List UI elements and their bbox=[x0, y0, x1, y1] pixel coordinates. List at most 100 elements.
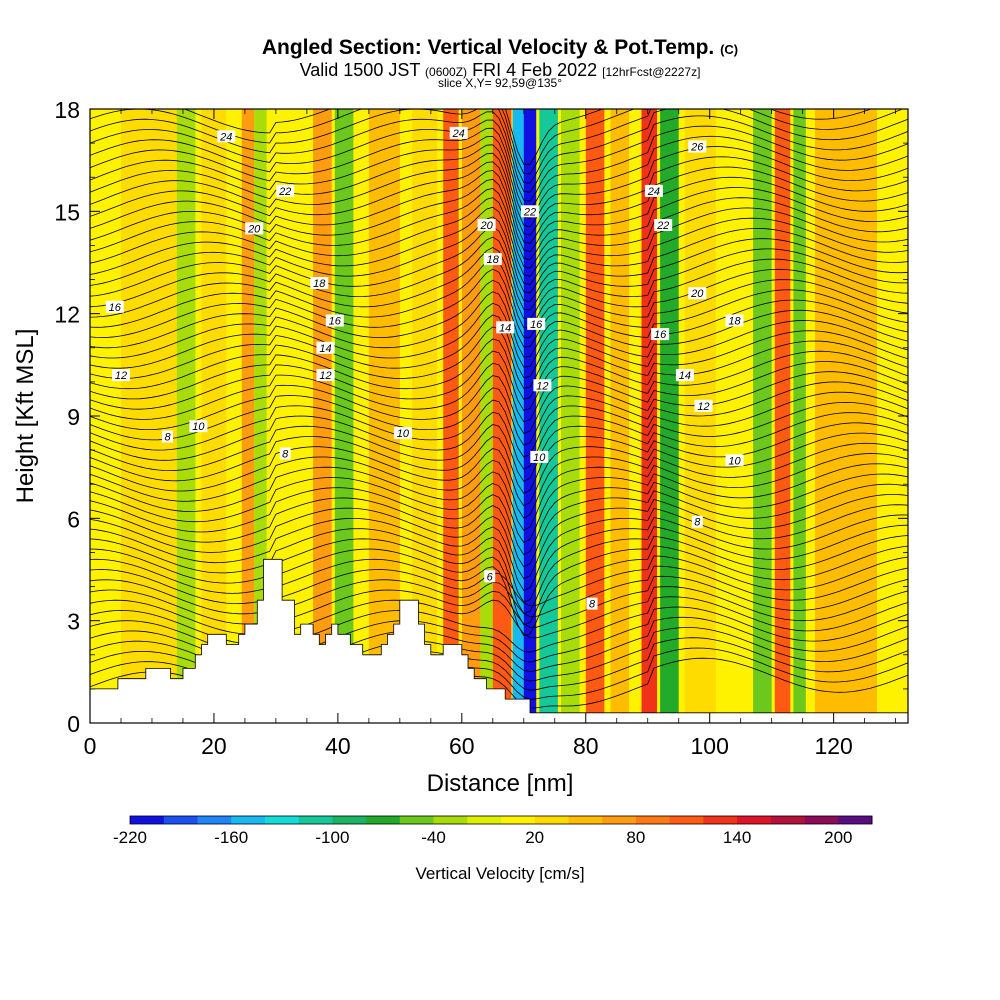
theta-contour-21 bbox=[90, 442, 908, 519]
contour-label-26: 20 bbox=[688, 287, 707, 300]
colorbar-swatch-10 bbox=[467, 816, 502, 824]
theta-contour-22 bbox=[90, 432, 908, 507]
theta-contour-34 bbox=[90, 302, 908, 369]
svg-text:24: 24 bbox=[647, 186, 660, 198]
contour-label-14: 20 bbox=[477, 219, 496, 232]
svg-text:16: 16 bbox=[654, 329, 667, 341]
y-tick-label: 18 bbox=[54, 97, 80, 123]
svg-text:10: 10 bbox=[397, 428, 410, 440]
contour-label-30: 12 bbox=[694, 399, 713, 413]
theta-contour-26 bbox=[90, 391, 908, 458]
y-axis-label: Height [Kft MSL] bbox=[12, 329, 39, 504]
theta-contour-31 bbox=[90, 338, 908, 400]
colorbar-swatch-17 bbox=[703, 816, 738, 824]
theta-contour-51 bbox=[90, 135, 908, 219]
theta-contour-44 bbox=[90, 197, 908, 277]
colorbar-swatch-12 bbox=[534, 816, 569, 824]
theta-contour-14 bbox=[90, 514, 908, 603]
theta-contour-13 bbox=[90, 524, 908, 614]
velocity-band-7 bbox=[334, 109, 354, 723]
contour-label-19: 12 bbox=[533, 379, 552, 392]
colorbar-swatch-0 bbox=[130, 816, 165, 824]
contour-label-8: 12 bbox=[316, 369, 335, 382]
contour-label-28: 16 bbox=[651, 328, 670, 341]
velocity-band-21 bbox=[660, 109, 679, 723]
velocity-band-19 bbox=[610, 109, 630, 723]
svg-text:18: 18 bbox=[313, 278, 326, 290]
colorbar-swatch-3 bbox=[231, 816, 266, 824]
colorbar-swatch-21 bbox=[838, 816, 873, 824]
svg-text:6: 6 bbox=[487, 571, 494, 583]
colorbar-swatch-14 bbox=[602, 816, 637, 824]
velocity-band-23 bbox=[753, 109, 772, 723]
contour-label-3: 18 bbox=[310, 277, 329, 290]
contour-label-20: 10 bbox=[530, 450, 549, 464]
theta-contour-18 bbox=[90, 473, 908, 556]
colorbar bbox=[129, 815, 873, 825]
colorbar-swatch-6 bbox=[332, 816, 367, 824]
theta-contour-35 bbox=[90, 291, 908, 359]
theta-contour-57 bbox=[183, 109, 824, 165]
svg-text:14: 14 bbox=[499, 322, 511, 334]
colorbar-tick-label: -220 bbox=[112, 828, 148, 847]
svg-text:24: 24 bbox=[452, 128, 465, 140]
velocity-band-6 bbox=[313, 109, 332, 723]
svg-text:20: 20 bbox=[247, 223, 261, 235]
svg-text:26: 26 bbox=[690, 142, 704, 154]
theta-contour-50 bbox=[90, 144, 908, 228]
colorbar-swatch-5 bbox=[298, 816, 333, 824]
theta-contour-48 bbox=[90, 161, 908, 244]
colorbar-swatch-13 bbox=[568, 816, 603, 824]
terrain-mask bbox=[89, 558, 909, 724]
colorbar-tick-label: -100 bbox=[315, 828, 350, 847]
velocity-band-24 bbox=[774, 109, 791, 723]
colorbar-swatch-8 bbox=[399, 816, 434, 824]
theta-contour-27 bbox=[90, 381, 908, 446]
svg-text:12: 12 bbox=[115, 370, 127, 382]
theta-contour-8 bbox=[90, 575, 908, 635]
colorbar-tick-label: -40 bbox=[421, 828, 446, 847]
svg-text:16: 16 bbox=[530, 319, 543, 331]
svg-text:18: 18 bbox=[487, 254, 500, 266]
y-tick-label: 9 bbox=[67, 404, 80, 430]
contour-label-13: 24 bbox=[449, 126, 468, 140]
contour-label-23: 26 bbox=[688, 140, 707, 154]
contour-label-4: 16 bbox=[105, 300, 124, 314]
svg-text:16: 16 bbox=[329, 316, 342, 328]
contour-label-27: 18 bbox=[725, 314, 744, 328]
theta-contour-25 bbox=[90, 401, 908, 470]
contour-label-9: 10 bbox=[189, 420, 208, 433]
x-tick-label: 120 bbox=[814, 733, 852, 759]
x-tick-label: 60 bbox=[449, 733, 475, 759]
theta-contour-39 bbox=[90, 247, 908, 320]
colorbar-swatch-4 bbox=[264, 816, 300, 824]
contour-label-31: 10 bbox=[725, 454, 744, 467]
theta-contour-12 bbox=[90, 535, 908, 626]
theta-contour-36 bbox=[90, 279, 908, 349]
contour-label-10: 10 bbox=[393, 427, 412, 440]
contour-label-12: 8 bbox=[279, 447, 291, 461]
contour-label-17: 16 bbox=[527, 317, 546, 331]
colorbar-swatch-16 bbox=[669, 816, 704, 824]
svg-text:22: 22 bbox=[656, 220, 669, 232]
contour-label-1: 22 bbox=[276, 184, 295, 198]
svg-text:20: 20 bbox=[690, 288, 704, 300]
theta-contour-37 bbox=[90, 268, 908, 338]
contour-label-11: 8 bbox=[162, 430, 173, 444]
contour-label-24: 24 bbox=[644, 184, 663, 198]
svg-text:10: 10 bbox=[192, 421, 205, 433]
colorbar-swatch-18 bbox=[737, 816, 772, 824]
x-tick-label: 40 bbox=[325, 733, 351, 759]
velocity-band-2 bbox=[176, 109, 196, 723]
contour-label-16: 14 bbox=[496, 321, 515, 334]
colorbar-swatch-11 bbox=[501, 816, 536, 824]
svg-text:22: 22 bbox=[523, 206, 536, 218]
theta-contour-10 bbox=[90, 555, 908, 615]
colorbar-swatch-1 bbox=[163, 816, 198, 824]
colorbar-tick-label: 80 bbox=[626, 828, 646, 847]
svg-text:14: 14 bbox=[319, 343, 331, 355]
colorbar-swatch-19 bbox=[770, 816, 805, 824]
theta-contour-20 bbox=[90, 453, 908, 531]
contour-label-25: 22 bbox=[654, 219, 673, 232]
